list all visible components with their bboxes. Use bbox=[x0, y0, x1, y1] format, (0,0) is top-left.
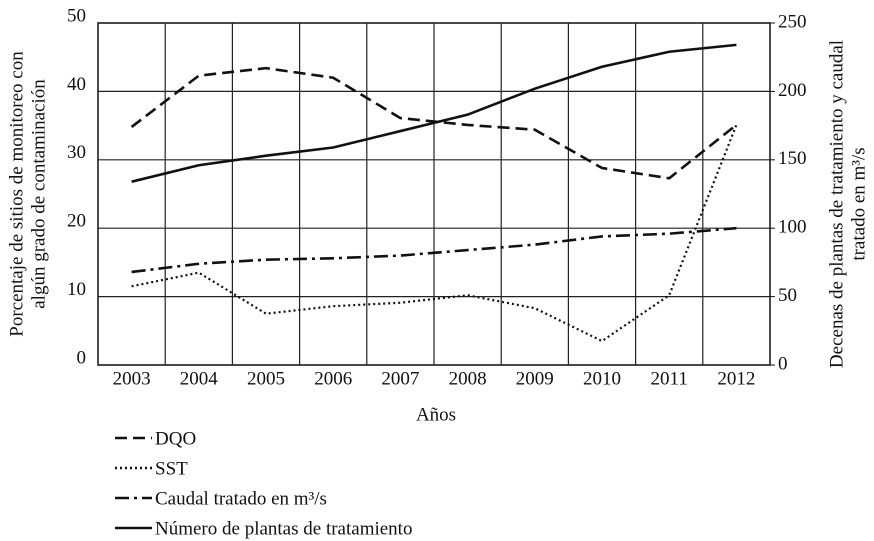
series-line bbox=[130, 66, 738, 180]
x-tick-label: 2003 bbox=[113, 368, 151, 389]
legend-label: SST bbox=[155, 458, 188, 479]
y2-tick-label: 200 bbox=[778, 80, 807, 101]
x-tick-label: 2012 bbox=[717, 368, 755, 389]
y2-tick-label: 0 bbox=[778, 353, 788, 374]
x-tick-label: 2004 bbox=[180, 368, 219, 389]
x-tick-label: 2007 bbox=[381, 368, 419, 389]
series-line bbox=[131, 124, 738, 343]
legend-label: DQO bbox=[155, 428, 196, 449]
y-tick-label: 30 bbox=[67, 142, 86, 163]
y2-tick-label: 100 bbox=[778, 217, 807, 238]
y2-axis-label: Decenas de plantas de tratamiento y caud… bbox=[826, 40, 847, 368]
series-line bbox=[131, 43, 737, 183]
y2-tick-label: 50 bbox=[778, 285, 797, 306]
x-tick-label: 2009 bbox=[516, 368, 554, 389]
y-tick-label: 50 bbox=[67, 5, 86, 26]
y2-axis-label: tratado en m³/s bbox=[848, 147, 869, 260]
x-axis-label: Años bbox=[416, 404, 456, 425]
x-tick-label: 2006 bbox=[314, 368, 352, 389]
y-tick-label: 10 bbox=[67, 279, 86, 300]
legend-label: Caudal tratado en m³/s bbox=[155, 488, 327, 509]
y-axis-label: algún grado de contaminación bbox=[28, 79, 49, 309]
y2-tick-label: 150 bbox=[778, 148, 807, 169]
x-tick-label: 2005 bbox=[247, 368, 285, 389]
y2-tick-label: 250 bbox=[778, 11, 807, 32]
x-tick-label: 2008 bbox=[449, 368, 487, 389]
legend-label: Número de plantas de tratamiento bbox=[155, 518, 412, 539]
x-tick-label: 2011 bbox=[651, 368, 688, 389]
y-axis-label: Porcentaje de sitios de monitoreo con bbox=[6, 51, 27, 337]
y-tick-label: 0 bbox=[77, 347, 87, 368]
y-tick-label: 20 bbox=[67, 211, 86, 232]
x-tick-label: 2010 bbox=[583, 368, 621, 389]
series-line bbox=[131, 226, 737, 274]
y-tick-label: 40 bbox=[67, 74, 86, 95]
